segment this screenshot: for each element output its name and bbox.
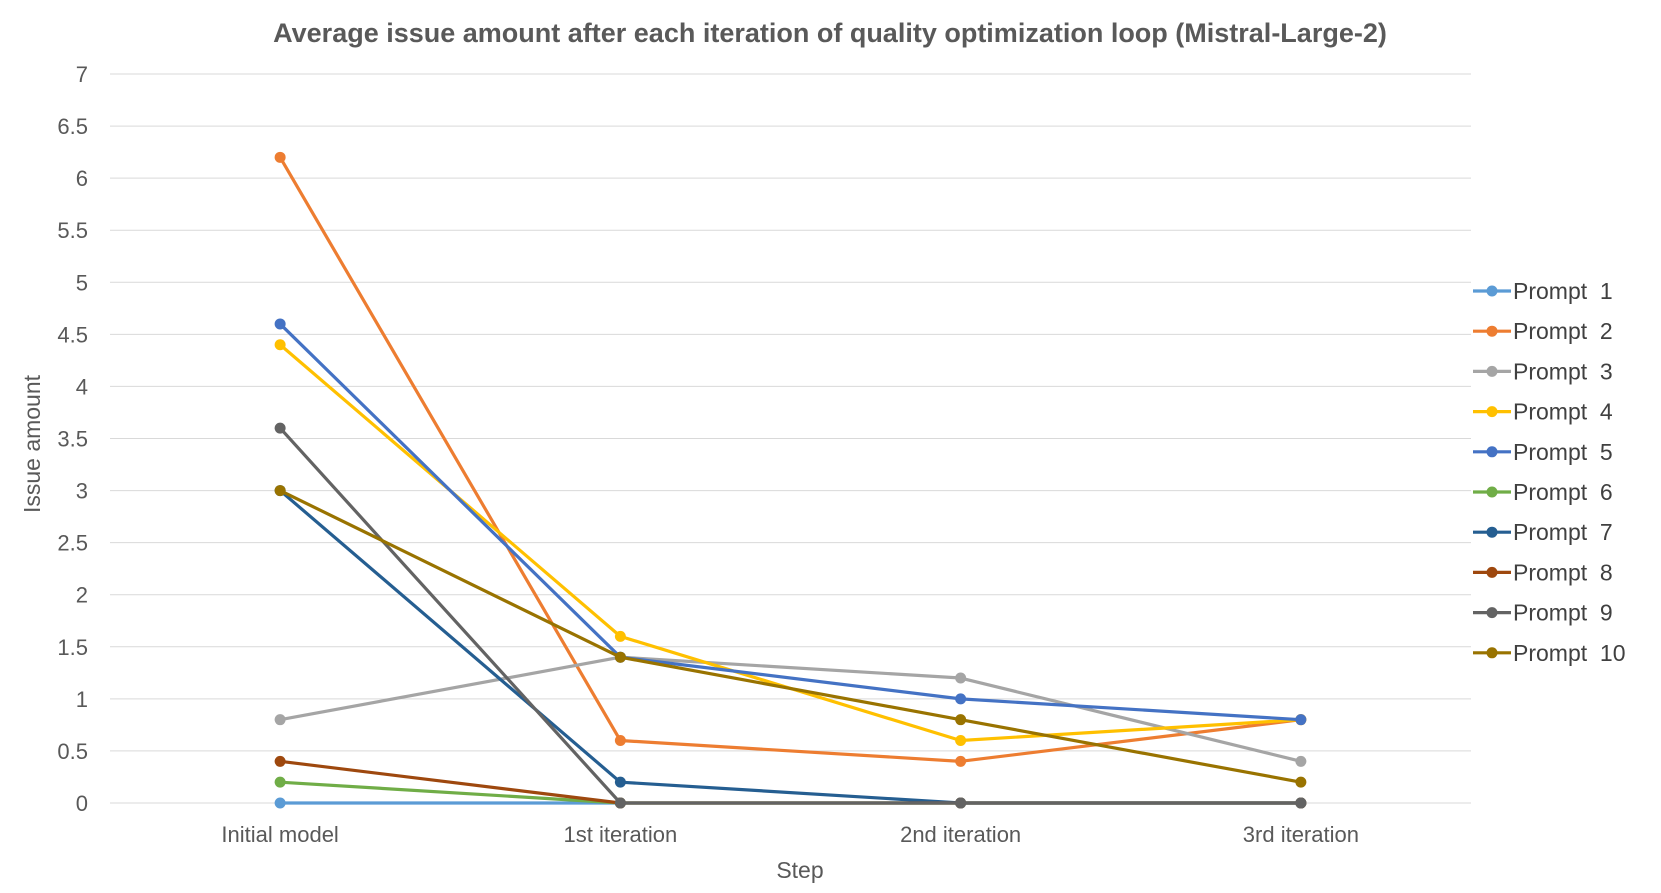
- legend-label: Prompt 1: [1513, 278, 1613, 304]
- legend-entry-7: Prompt 7: [1473, 519, 1613, 545]
- data-point-9-3: [955, 797, 967, 809]
- y-tick-label: 5.5: [57, 218, 88, 243]
- series-3: [274, 651, 1307, 767]
- data-point-9-1: [274, 422, 286, 434]
- y-axis-ticks: 0 0.5 1 1.5 2 2.5 3 3.5 4 4.5 5 5.5 6 6.5 7: [57, 62, 88, 816]
- data-point-3-3: [955, 672, 967, 684]
- legend-marker: [1486, 607, 1498, 619]
- y-tick-label: 1.5: [57, 635, 88, 660]
- legend-marker: [1486, 486, 1498, 498]
- data-point-4-1: [274, 339, 286, 351]
- legend-entry-5: Prompt 5: [1473, 439, 1613, 465]
- y-tick-label: 0: [76, 791, 88, 816]
- y-tick-label: 7: [76, 62, 88, 87]
- legend-entry-10: Prompt 10: [1473, 640, 1626, 666]
- y-tick-label: 3: [76, 479, 88, 504]
- series-line-2: [278, 156, 1302, 763]
- series-line-10: [279, 489, 1302, 784]
- legend-label: Prompt 7: [1513, 519, 1613, 545]
- y-tick-label: 6.5: [57, 114, 88, 139]
- legend-label: Prompt 4: [1513, 399, 1613, 425]
- legend-label: Prompt 2: [1513, 318, 1613, 344]
- legend-label: Prompt 8: [1513, 559, 1613, 585]
- y-tick-label: 2.5: [57, 531, 88, 556]
- data-point-5-1: [274, 318, 286, 330]
- data-point-8-1: [274, 755, 286, 767]
- y-tick-label: 1: [76, 687, 88, 712]
- legend-entry-2: Prompt 2: [1473, 318, 1613, 344]
- series-line-8: [279, 759, 1301, 805]
- data-point-7-2: [614, 776, 626, 788]
- data-point-10-1: [274, 485, 286, 497]
- data-point-1-1: [274, 797, 286, 809]
- data-point-10-3: [955, 714, 967, 726]
- data-point-2-3: [955, 755, 967, 767]
- legend-entry-4: Prompt 4: [1473, 399, 1613, 425]
- y-tick-label: 4: [76, 374, 88, 399]
- data-point-5-3: [955, 693, 967, 705]
- y-tick-label: 2: [76, 583, 88, 608]
- series-10: [274, 485, 1307, 788]
- legend-marker: [1486, 526, 1498, 538]
- x-axis-label: Step: [776, 857, 823, 883]
- legend-marker: [1486, 325, 1498, 337]
- series-line-9: [278, 427, 1301, 805]
- data-point-3-1: [274, 714, 286, 726]
- legend-marker: [1486, 647, 1498, 659]
- x-tick-label: 1st iteration: [564, 822, 678, 847]
- y-tick-label: 5: [76, 270, 88, 295]
- series-5: [274, 318, 1307, 726]
- legend-marker: [1486, 446, 1498, 458]
- legend-marker: [1486, 406, 1498, 418]
- legend-entry-6: Prompt 6: [1473, 479, 1613, 505]
- legend-marker: [1486, 566, 1498, 578]
- legend-label: Prompt 5: [1513, 439, 1613, 465]
- data-point-3-4: [1295, 755, 1307, 767]
- x-tick-label: 2nd iteration: [900, 822, 1021, 847]
- legend-label: Prompt 10: [1513, 640, 1626, 666]
- chart-title: Average issue amount after each iteratio…: [273, 18, 1387, 48]
- data-point-10-4: [1295, 776, 1307, 788]
- data-point-9-2: [614, 797, 626, 809]
- legend-entry-8: Prompt 8: [1473, 559, 1613, 585]
- y-tick-label: 6: [76, 166, 88, 191]
- series-lines: [274, 151, 1307, 809]
- legend-marker: [1486, 285, 1498, 297]
- legend-label: Prompt 9: [1513, 600, 1613, 626]
- series-line-5: [279, 322, 1301, 722]
- x-tick-label: 3rd iteration: [1243, 822, 1359, 847]
- y-axis-label: Issue amount: [19, 374, 45, 513]
- data-point-9-4: [1295, 797, 1307, 809]
- legend-entry-9: Prompt 9: [1473, 600, 1613, 626]
- data-point-2-2: [614, 735, 626, 747]
- series-2: [274, 151, 1307, 767]
- x-tick-label: Initial model: [221, 822, 338, 847]
- x-axis-ticks: Initial model 1st iteration 2nd iteration 3…: [221, 822, 1359, 847]
- legend-entry-3: Prompt 3: [1473, 358, 1613, 384]
- data-point-10-2: [614, 651, 626, 663]
- legend-label: Prompt 3: [1513, 358, 1613, 384]
- y-tick-label: 0.5: [57, 739, 88, 764]
- data-point-5-4: [1295, 714, 1307, 726]
- legend: Prompt 1 Prompt 2 Prompt 3 Prompt 4 Prompt 5…: [1473, 278, 1626, 666]
- legend-label: Prompt 6: [1513, 479, 1613, 505]
- gridlines: [110, 73, 1471, 804]
- series-8: [274, 755, 1307, 809]
- data-point-6-1: [274, 776, 286, 788]
- data-point-4-3: [955, 735, 967, 747]
- y-tick-label: 4.5: [57, 322, 88, 347]
- series-9: [274, 422, 1307, 809]
- data-point-4-2: [614, 630, 626, 642]
- data-point-2-1: [274, 151, 286, 163]
- series-line-3: [279, 655, 1302, 763]
- y-tick-label: 3.5: [57, 427, 88, 452]
- legend-marker: [1486, 365, 1498, 377]
- legend-entry-1: Prompt 1: [1473, 278, 1613, 304]
